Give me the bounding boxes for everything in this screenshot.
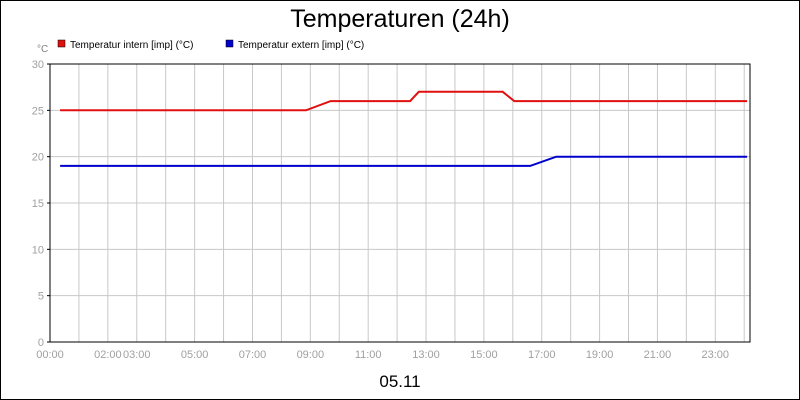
- y-tick-label: 5: [38, 291, 44, 303]
- x-tick-label: 09:00: [297, 349, 325, 361]
- x-tick-label: 05:00: [181, 349, 209, 361]
- x-tick-label: 13:00: [412, 349, 440, 361]
- x-tick-label: 00:00: [36, 349, 64, 361]
- chart-title: Temperaturen (24h): [290, 5, 510, 33]
- x-tick-label: 02:00: [94, 349, 122, 361]
- x-tick-label: 19:00: [586, 349, 614, 361]
- y-tick-label: 0: [38, 337, 44, 349]
- series-line-2: [60, 155, 748, 167]
- legend-label-1: Temperatur intern [imp] (°C): [70, 40, 193, 51]
- x-tick-label: 15:00: [470, 349, 498, 361]
- y-tick-label: 10: [32, 244, 44, 256]
- legend-swatch-2: [225, 39, 234, 48]
- series-line-1: [60, 90, 748, 112]
- x-tick-label: 23:00: [702, 349, 730, 361]
- x-tick-label: 03:00: [123, 349, 151, 361]
- x-tick-label: 07:00: [239, 349, 267, 361]
- y-tick-label: 30: [32, 59, 44, 71]
- x-tick-label: 21:00: [644, 349, 672, 361]
- y-axis-unit: °C: [37, 44, 48, 55]
- y-axis-ticks: 0 5 10 15 20 25 30: [32, 59, 50, 349]
- x-tick-label: 17:00: [528, 349, 556, 361]
- date-label: 05.11: [379, 372, 420, 391]
- legend-label-2: Temperatur extern [imp] (°C): [238, 40, 364, 51]
- x-axis-ticks: 00:00 02:00 03:00 05:00 07:00 09:00 11:00 13:00…: [36, 349, 729, 361]
- series-layer: [60, 90, 748, 167]
- y-tick-label: 15: [32, 198, 44, 210]
- legend: Temperatur intern [imp] (°C) Temperatur e…: [57, 39, 364, 51]
- x-tick-label: 11:00: [355, 349, 382, 361]
- legend-swatch-1: [57, 39, 66, 48]
- y-tick-label: 20: [32, 152, 44, 164]
- y-tick-label: 25: [32, 105, 44, 117]
